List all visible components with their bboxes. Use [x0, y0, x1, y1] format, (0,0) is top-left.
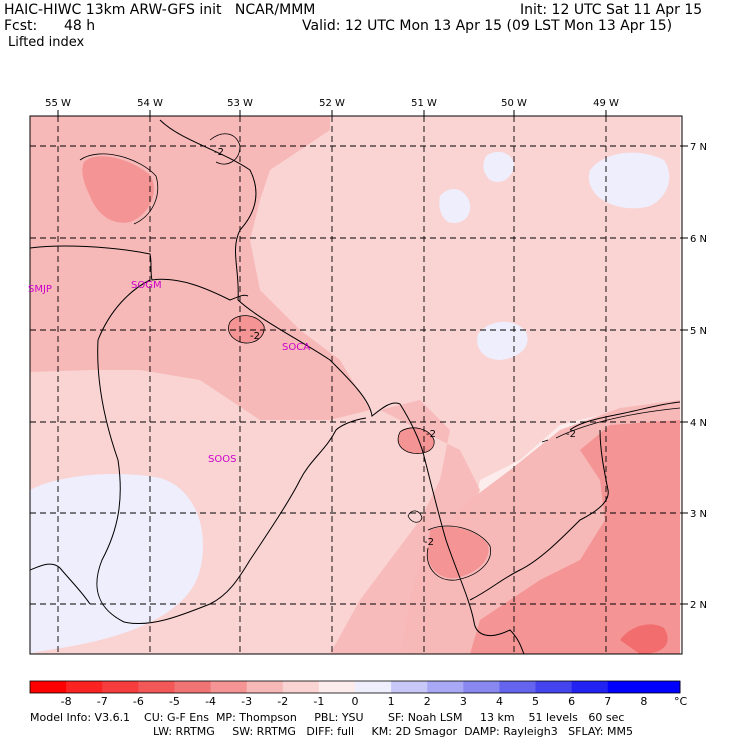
contour-label-coast: -2 — [426, 429, 436, 440]
model-info-line1: Model Info: V3.6.1 CU: G-F Ens MP: Thomp… — [30, 711, 625, 724]
li-minus3-region-coast — [398, 427, 435, 454]
li-minus3-region-nw — [82, 156, 154, 223]
shaded-field — [30, 116, 682, 654]
station-sogm: SOGM — [131, 280, 162, 291]
colorbar-swatch — [355, 681, 392, 693]
colorbar-tick-label: 6 — [568, 695, 576, 708]
contour-minus2-east — [541, 407, 681, 443]
colorbar-swatch — [174, 681, 212, 693]
lat-label-3n: 3 N — [690, 509, 707, 520]
colorbar-swatch — [499, 681, 537, 693]
colorbar-tick-label: -3 — [241, 695, 253, 708]
forecast-label: Fcst: — [4, 18, 38, 34]
colorbar-swatch — [571, 681, 609, 693]
contour-label-ne: -2 — [250, 331, 260, 342]
colorbar — [29, 680, 681, 694]
colorbar-tick-label: -5 — [168, 695, 180, 708]
lon-label-50w: 50 W — [501, 98, 527, 109]
border-suriname-frguiana — [96, 279, 367, 625]
lat-label-7n: 7 N — [690, 142, 707, 153]
station-smjp: SMJP — [28, 284, 52, 295]
colorbar-swatch — [282, 681, 320, 693]
contour-minus2-coast — [397, 427, 435, 454]
contour-label-river: -2 — [424, 537, 434, 548]
colorbar-tick-label: 7 — [604, 695, 612, 708]
colorbar-tick-label: -4 — [205, 695, 217, 708]
coastline — [159, 119, 525, 654]
lon-label-55w: 55 W — [45, 98, 71, 109]
li-plus1-region-ne — [588, 152, 670, 209]
lon-label-53w: 53 W — [227, 98, 253, 109]
lon-label-49w: 49 W — [593, 98, 619, 109]
valid-time: Valid: 12 UTC Mon 13 Apr 15 (09 LST Mon … — [302, 18, 673, 34]
li-plus1-region-east — [477, 321, 528, 360]
colorbar-tick-label: 8 — [640, 695, 648, 708]
colorbar-tick-label: 3 — [459, 695, 467, 708]
lat-lon-grid — [30, 116, 682, 654]
colorbar-swatch — [138, 681, 175, 693]
lat-label-5n: 5 N — [690, 326, 707, 337]
li-minus3-region-ne — [228, 315, 265, 343]
colorbar-swatch — [66, 681, 103, 693]
field-name: Lifted index — [8, 35, 85, 50]
colorbar-swatch — [463, 681, 500, 693]
station-soos: SOOS — [208, 454, 236, 465]
lon-label-52w: 52 W — [319, 98, 345, 109]
colorbar-tick-label: -7 — [96, 695, 108, 708]
colorbar-unit: °C — [674, 695, 688, 708]
colorbar-tick-label: 2 — [423, 695, 431, 708]
contour-minus2-ne — [228, 315, 265, 344]
lat-label-6n: 6 N — [690, 234, 707, 245]
colorbar-swatch — [535, 681, 573, 693]
colorbar-swatch — [643, 681, 681, 693]
li-plus1-region-north — [439, 189, 471, 224]
lon-label-54w: 54 W — [137, 98, 163, 109]
li-minus2-region-central — [330, 400, 480, 654]
li-minus3-region-far-se — [620, 624, 668, 654]
li-plus1-region-sw — [30, 474, 204, 654]
init-time: Init: 12 UTC Sat 11 Apr 15 — [520, 2, 703, 18]
colorbar-tick-label: -8 — [60, 695, 72, 708]
map-frame — [29, 115, 683, 655]
li-plus1-region-top — [483, 151, 514, 183]
border-east — [469, 401, 681, 601]
lat-label-2n: 2 N — [690, 600, 707, 611]
colorbar-swatch — [607, 681, 645, 693]
colorbar-swatch — [30, 681, 67, 693]
border-brazil-west — [30, 563, 91, 605]
colorbar-swatch — [246, 681, 284, 693]
colorbar-swatch — [391, 681, 428, 693]
lat-label-4n: 4 N — [690, 418, 707, 429]
colorbar-swatch — [427, 681, 464, 693]
model-title: HAIC-HIWC 13km ARW-GFS init NCAR/MMM — [4, 2, 316, 18]
contour-label-north: -2 — [214, 147, 224, 158]
contour-minus2-river — [407, 510, 491, 581]
colorbar-tick-label: -2 — [277, 695, 289, 708]
li-minus3-region-se — [470, 420, 680, 654]
colorbar-frame — [29, 680, 681, 694]
forecast-hours: 48 h — [64, 18, 96, 34]
colorbar-swatch — [318, 681, 356, 693]
colorbar-tick-label: 0 — [351, 695, 359, 708]
colorbar-tick-label: 4 — [495, 695, 503, 708]
colorbar-tick-label: 5 — [532, 695, 540, 708]
lon-label-51w: 51 W — [411, 98, 437, 109]
contour-label-east: -2 — [566, 429, 576, 440]
colorbar-tick-label: -1 — [313, 695, 325, 708]
li-minus3-region-river — [427, 526, 489, 579]
colorbar-tick-label: -6 — [132, 695, 144, 708]
station-soca: SOCA — [282, 342, 310, 353]
axis-ticks — [57, 110, 688, 605]
colorbar-swatch — [210, 681, 248, 693]
colorbar-swatch — [102, 681, 139, 693]
model-info-line2: LW: RRTMG SW: RRTMG DIFF: full KM: 2D Sm… — [153, 725, 633, 738]
border-suriname-guyana — [30, 245, 249, 301]
colorbar-tick-label: 1 — [387, 695, 395, 708]
